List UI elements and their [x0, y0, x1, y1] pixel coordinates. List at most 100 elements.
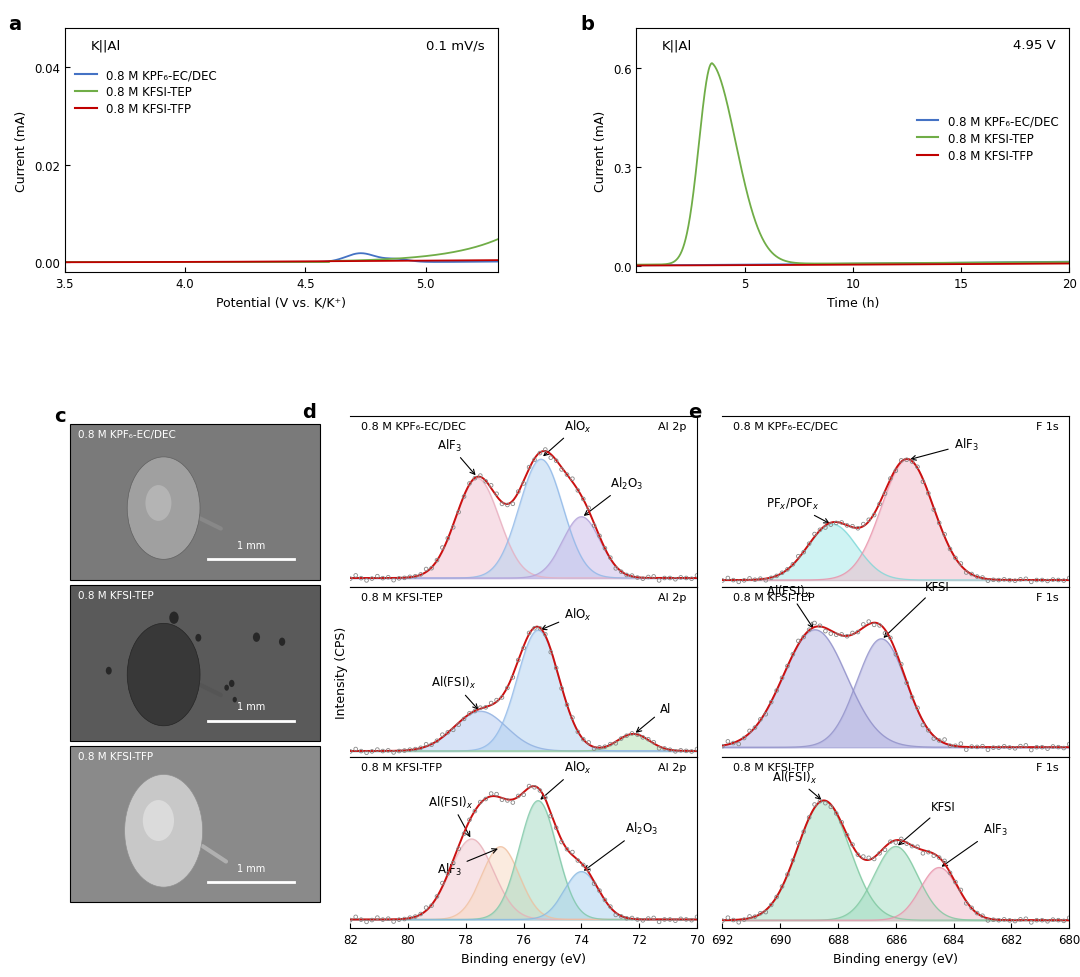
Point [974, 908, 991, 923]
Point [757, 905, 774, 920]
Point [591, 529, 608, 544]
Point [553, 834, 570, 850]
Point [985, 740, 1002, 755]
Point [515, 476, 532, 491]
Ellipse shape [253, 633, 260, 642]
Point [363, 572, 380, 587]
Point [368, 742, 386, 757]
Point [1050, 740, 1067, 755]
Point [445, 520, 462, 535]
Point [926, 502, 943, 518]
Point [741, 909, 758, 924]
Point [429, 553, 446, 569]
Point [931, 733, 948, 748]
Point [806, 616, 823, 631]
Point [418, 562, 435, 577]
Point [958, 896, 975, 912]
Text: F 1s: F 1s [1036, 763, 1058, 773]
Point [876, 487, 893, 502]
Point [838, 518, 855, 533]
Point [612, 565, 630, 580]
Point [947, 551, 964, 567]
Point [854, 849, 872, 865]
Point [618, 568, 635, 583]
Point [374, 571, 391, 586]
Point [768, 889, 785, 905]
Point [596, 740, 613, 755]
Point [768, 569, 785, 584]
Point [800, 622, 818, 638]
Text: 0.1 mV/s: 0.1 mV/s [427, 39, 485, 52]
Point [413, 741, 430, 756]
Point [843, 625, 861, 641]
Point [762, 695, 780, 710]
Point [1044, 912, 1062, 927]
Ellipse shape [124, 775, 203, 887]
Point [472, 468, 489, 484]
Point [719, 910, 737, 925]
Point [363, 743, 380, 759]
Point [931, 516, 948, 531]
Point [352, 912, 369, 927]
Text: 1 mm: 1 mm [237, 701, 265, 711]
Point [488, 786, 505, 802]
Point [779, 658, 796, 674]
Text: 0.8 M KFSI-TFP: 0.8 M KFSI-TFP [733, 763, 814, 773]
Point [735, 912, 753, 927]
Point [629, 727, 646, 743]
Point [881, 471, 899, 487]
Point [472, 794, 489, 810]
Point [564, 710, 581, 726]
Point [558, 698, 576, 713]
Point [672, 912, 689, 927]
Point [526, 620, 543, 636]
Point [456, 711, 473, 727]
Point [1061, 571, 1078, 586]
Point [379, 743, 396, 758]
Point [762, 571, 780, 586]
Point [564, 472, 581, 488]
Point [504, 670, 522, 686]
Point [666, 743, 684, 759]
Point [623, 726, 640, 742]
Point [827, 627, 845, 643]
Point [445, 856, 462, 871]
Point [596, 892, 613, 908]
Point [833, 515, 850, 531]
Point [374, 743, 391, 759]
Point [985, 573, 1002, 588]
Point [347, 742, 364, 757]
Point [591, 883, 608, 899]
Point [860, 512, 877, 528]
Point [396, 743, 414, 758]
Point [887, 463, 904, 479]
Point [467, 803, 484, 819]
Point [816, 520, 834, 535]
Point [936, 853, 954, 869]
Point [645, 735, 662, 750]
Point [730, 737, 747, 752]
Point [963, 739, 981, 754]
Point [575, 857, 592, 872]
Point [811, 793, 828, 809]
Point [602, 899, 619, 914]
Point [746, 909, 764, 924]
Text: 0.8 M KFSI-TEP: 0.8 M KFSI-TEP [361, 592, 443, 602]
Point [996, 572, 1013, 587]
Point [634, 730, 651, 745]
Point [429, 889, 446, 905]
Legend: 0.8 M KPF₆-EC/DEC, 0.8 M KFSI-TEP, 0.8 M KFSI-TFP: 0.8 M KPF₆-EC/DEC, 0.8 M KFSI-TEP, 0.8 M… [70, 64, 221, 121]
Point [881, 834, 899, 850]
Ellipse shape [195, 634, 201, 642]
Point [585, 742, 603, 757]
Point [666, 913, 684, 928]
Point [548, 660, 565, 676]
Point [666, 572, 684, 587]
Point [363, 913, 380, 928]
Point [494, 690, 511, 705]
Point [390, 912, 407, 927]
Point [985, 912, 1002, 927]
Point [795, 545, 812, 561]
Text: F 1s: F 1s [1036, 422, 1058, 432]
Legend: 0.8 M KPF₆-EC/DEC, 0.8 M KFSI-TEP, 0.8 M KFSI-TFP: 0.8 M KPF₆-EC/DEC, 0.8 M KFSI-TEP, 0.8 M… [913, 110, 1064, 167]
